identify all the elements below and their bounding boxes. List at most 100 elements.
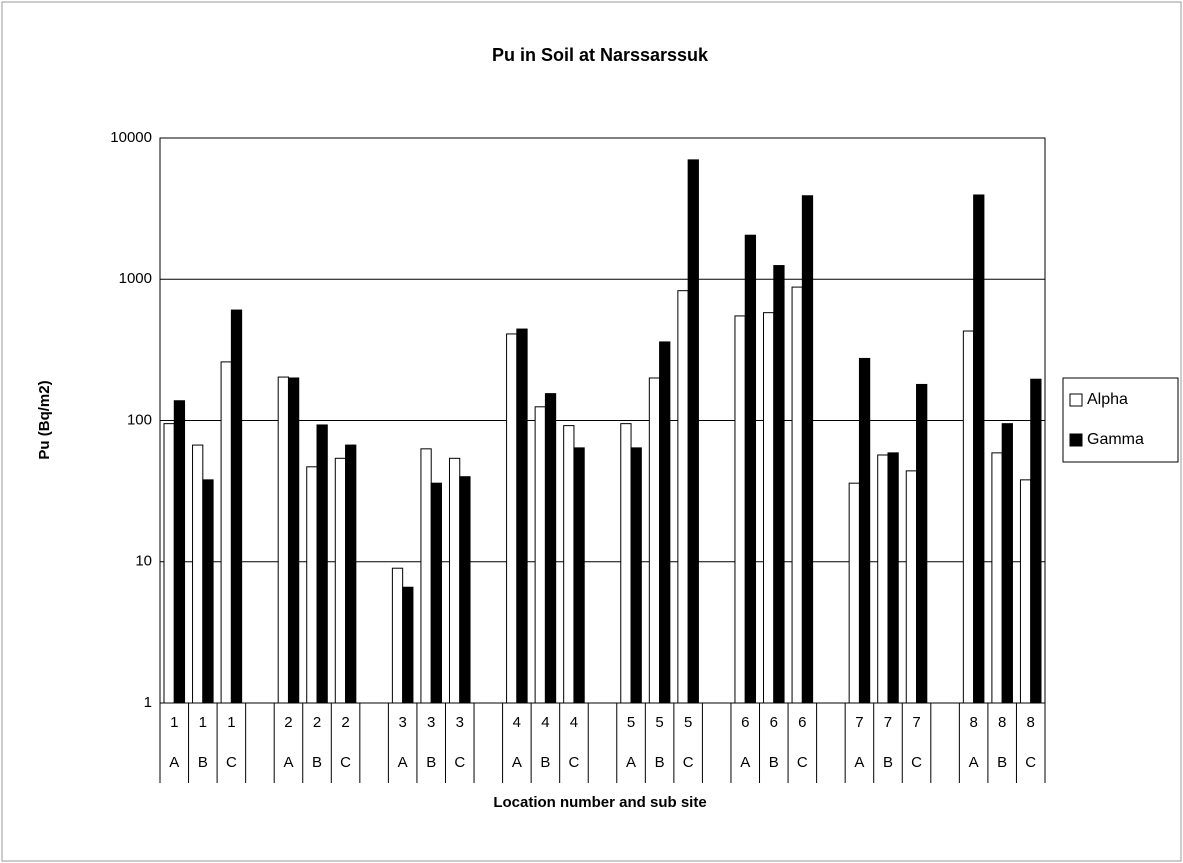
bar <box>877 454 889 704</box>
x-subtick-label: B <box>769 754 779 771</box>
x-tick-label: 4 <box>541 714 549 731</box>
bar <box>448 457 461 704</box>
bar <box>534 406 546 704</box>
bar <box>744 234 757 704</box>
x-tick-label: 6 <box>741 714 749 731</box>
x-tick-label: 8 <box>998 714 1006 731</box>
bar <box>991 452 1003 704</box>
bar <box>230 309 243 704</box>
bar <box>506 333 518 704</box>
x-subtick-label: A <box>398 754 408 771</box>
x-subtick-label: B <box>655 754 665 771</box>
bar <box>773 265 785 704</box>
x-tick-label: 4 <box>570 714 578 731</box>
x-tick-label: 5 <box>684 714 692 731</box>
chart-title: Pu in Soil at Narssarssuk <box>492 45 709 65</box>
x-tick-label: 6 <box>770 714 778 731</box>
y-tick-label: 100 <box>127 411 152 428</box>
bar <box>973 194 985 704</box>
x-subtick-label: C <box>797 754 808 771</box>
x-tick-label: 5 <box>627 714 635 731</box>
bar <box>287 377 300 704</box>
x-subtick-label: A <box>512 754 522 771</box>
bar <box>459 476 471 704</box>
bar <box>659 341 671 704</box>
y-tick-label: 1 <box>144 694 152 711</box>
x-subtick-label: A <box>969 754 979 771</box>
x-tick-label: 1 <box>170 714 178 731</box>
y-tick-label: 1000 <box>119 270 152 287</box>
x-subtick-label: B <box>997 754 1007 771</box>
x-subtick-label: C <box>911 754 922 771</box>
bar <box>345 444 357 704</box>
x-subtick-label: C <box>683 754 694 771</box>
y-tick-label: 10000 <box>110 129 152 146</box>
x-tick-label: 3 <box>398 714 406 731</box>
bar <box>173 400 186 704</box>
bar <box>962 330 975 704</box>
bar <box>573 447 585 704</box>
bar <box>334 457 347 704</box>
bar <box>192 444 204 704</box>
bar <box>801 195 814 704</box>
bar <box>791 286 803 704</box>
x-subtick-label: A <box>740 754 750 771</box>
plot-area <box>159 137 1046 704</box>
bar <box>916 383 928 704</box>
legend-swatch <box>1069 393 1083 407</box>
bar <box>1030 378 1042 704</box>
x-subtick-label: B <box>540 754 550 771</box>
x-subtick-label: A <box>283 754 293 771</box>
x-subtick-label: B <box>312 754 322 771</box>
x-tick-label: 7 <box>912 714 920 731</box>
bar <box>316 424 328 704</box>
bar <box>763 312 775 704</box>
x-subtick-label: C <box>1025 754 1036 771</box>
x-subtick-label: A <box>169 754 179 771</box>
bar <box>687 159 699 704</box>
bar <box>648 377 661 704</box>
x-subtick-label: B <box>883 754 893 771</box>
x-subtick-label: A <box>626 754 636 771</box>
legend-label: Alpha <box>1087 391 1128 408</box>
y-axis-label: Pu (Bq/m2) <box>36 380 53 459</box>
x-tick-label: 4 <box>513 714 521 731</box>
x-subtick-label: C <box>226 754 237 771</box>
x-tick-label: 2 <box>341 714 349 731</box>
bar <box>402 586 414 704</box>
bar <box>220 361 232 704</box>
bar <box>734 315 746 704</box>
legend-label: Gamma <box>1087 431 1144 448</box>
bar <box>1001 423 1013 704</box>
x-subtick-label: B <box>426 754 436 771</box>
x-tick-label: 1 <box>227 714 235 731</box>
bar <box>306 466 318 704</box>
legend-box <box>1062 377 1179 463</box>
x-subtick-label: C <box>569 754 580 771</box>
bar <box>905 470 918 704</box>
x-subtick-label: A <box>854 754 864 771</box>
bar <box>848 482 860 704</box>
bar <box>430 482 442 704</box>
x-tick-label: 6 <box>798 714 806 731</box>
bar <box>516 328 528 704</box>
bar <box>391 567 404 704</box>
bar <box>277 376 289 704</box>
legend-swatch <box>1069 433 1083 447</box>
x-tick-label: 2 <box>313 714 321 731</box>
x-tick-label: 3 <box>456 714 464 731</box>
x-tick-label: 8 <box>969 714 977 731</box>
x-tick-label: 8 <box>1027 714 1035 731</box>
bar <box>630 447 642 704</box>
x-subtick-label: B <box>198 754 208 771</box>
bar <box>202 479 214 704</box>
y-tick-label: 10 <box>135 553 152 570</box>
x-axis-label: Location number and sub site <box>493 794 706 811</box>
bar <box>677 290 689 704</box>
bar <box>858 357 871 704</box>
bar <box>163 423 175 704</box>
x-tick-label: 1 <box>199 714 207 731</box>
bar <box>887 452 899 704</box>
